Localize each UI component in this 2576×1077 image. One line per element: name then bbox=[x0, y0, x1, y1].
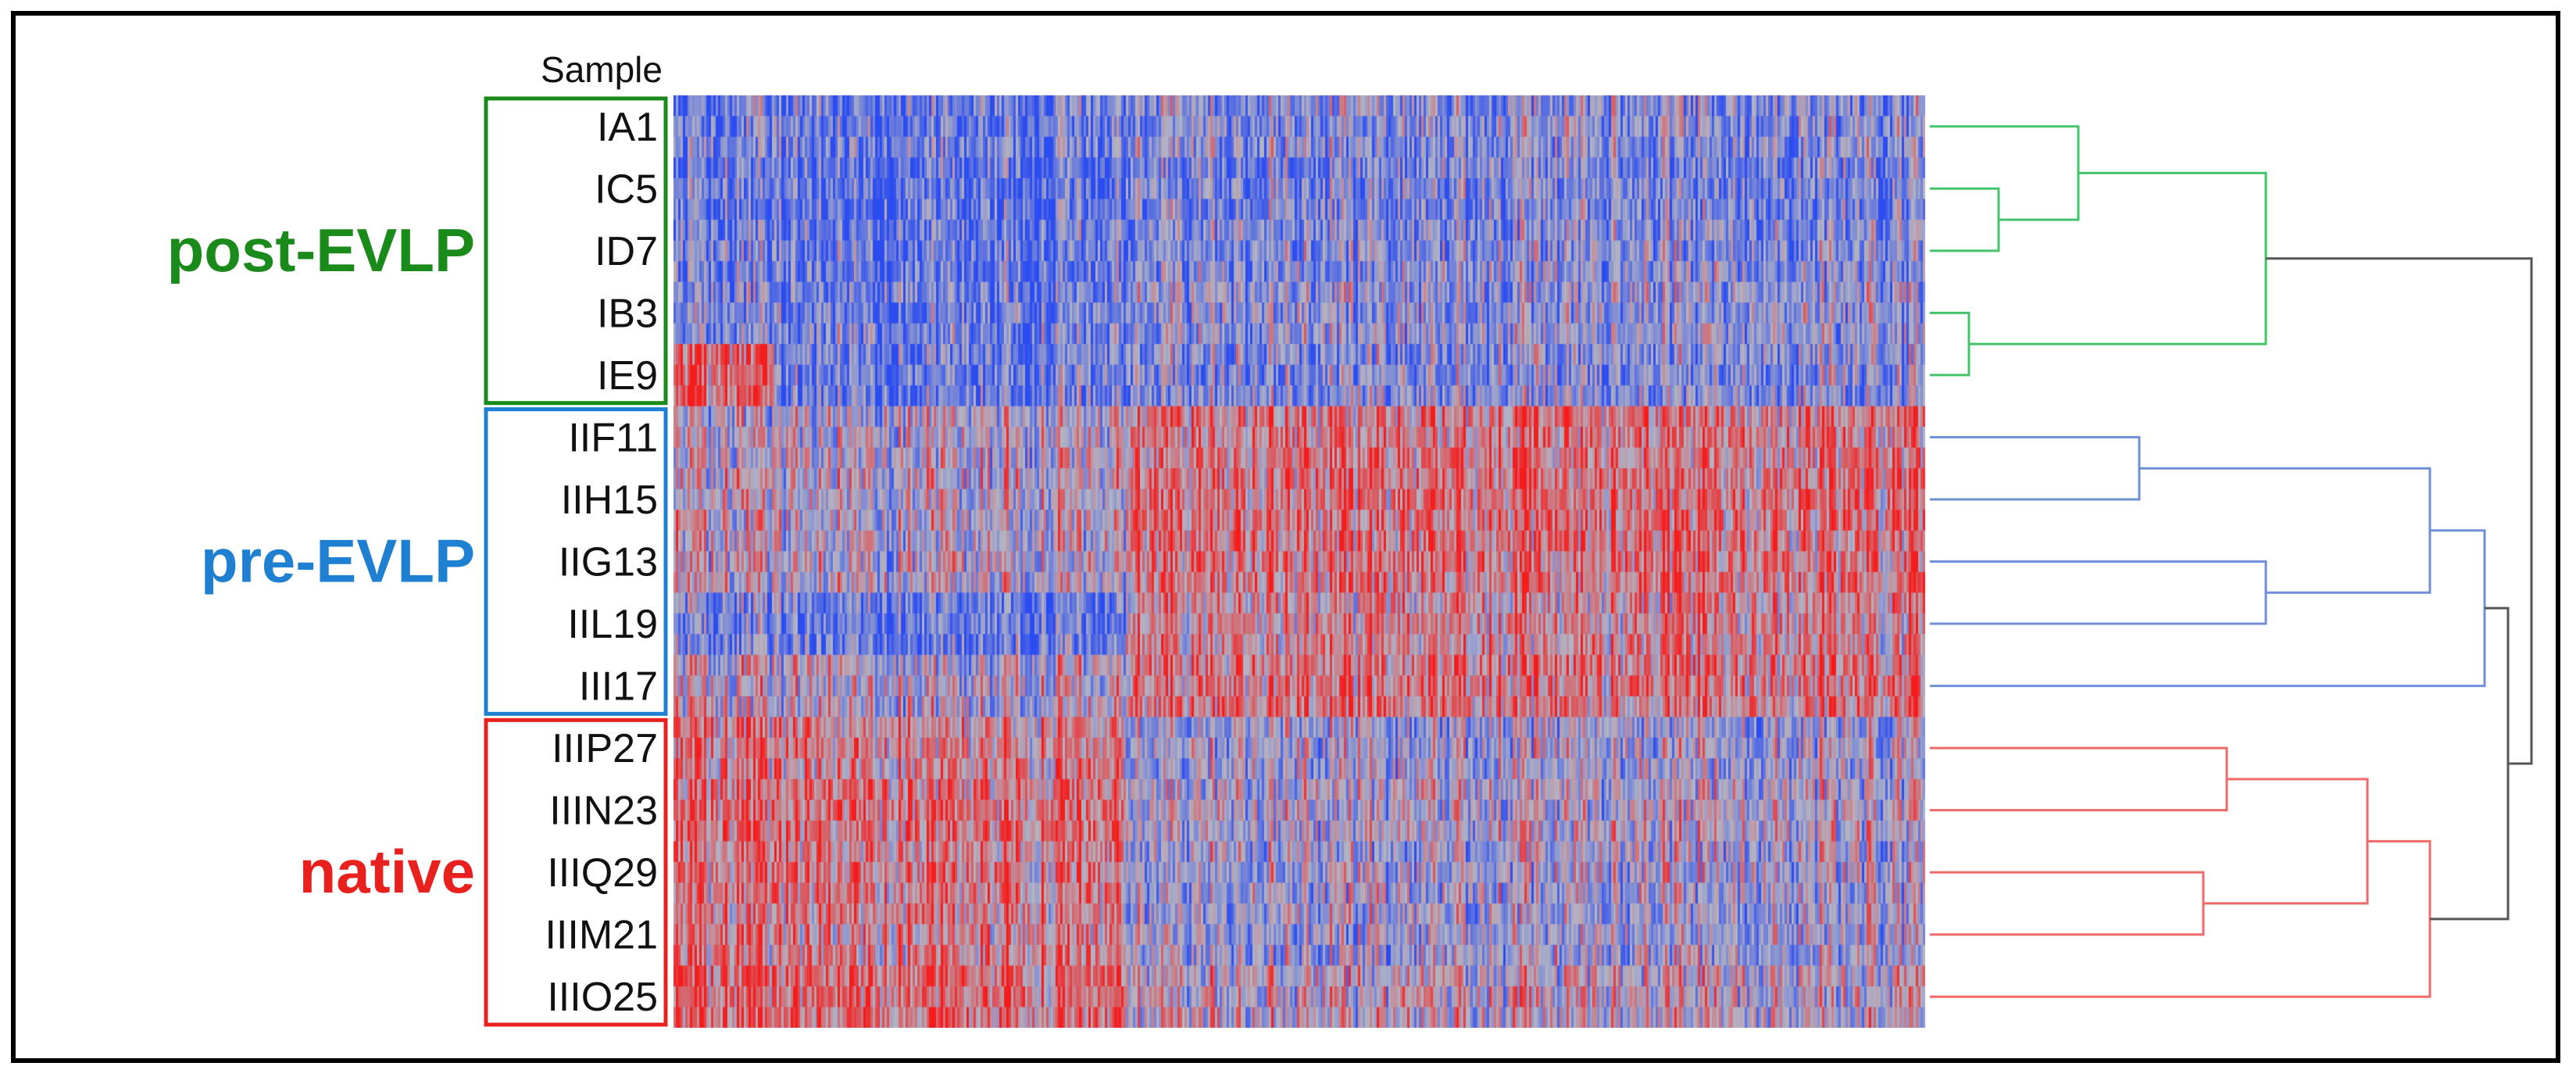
group-box bbox=[484, 407, 668, 716]
dendrogram-link bbox=[1930, 746, 2228, 812]
group-label: post-EVLP bbox=[167, 216, 475, 284]
row-label: IIIP27 bbox=[552, 726, 658, 771]
dendrogram-link bbox=[1930, 871, 2205, 936]
dendrogram-link bbox=[1930, 839, 2431, 998]
row-label: IIIQ29 bbox=[547, 850, 658, 896]
row-label: IIG13 bbox=[559, 540, 658, 585]
dendrogram-link bbox=[1930, 187, 2000, 252]
row-label: IC5 bbox=[595, 166, 658, 212]
group-label: native bbox=[299, 837, 475, 906]
row-label: IE9 bbox=[597, 353, 658, 399]
row-label: ID7 bbox=[595, 229, 658, 274]
dendrogram-link bbox=[1930, 435, 2141, 501]
row-label: IIIN23 bbox=[549, 789, 658, 834]
dendrogram-link bbox=[1930, 311, 1970, 377]
figure-frame bbox=[11, 11, 2560, 1063]
row-label: IIH15 bbox=[561, 478, 658, 523]
group-label: pre-EVLP bbox=[201, 527, 475, 596]
dendrogram-root-link bbox=[2266, 257, 2533, 765]
dendrogram-link bbox=[2430, 606, 2510, 921]
row-label: IB3 bbox=[597, 291, 658, 336]
row-label: IIIO25 bbox=[547, 975, 658, 1020]
heatmap-grid bbox=[673, 95, 1927, 1028]
row-label: IIF11 bbox=[568, 415, 658, 460]
dendrogram-link bbox=[2139, 467, 2431, 594]
group-box bbox=[484, 96, 668, 406]
dendrogram-link bbox=[1969, 171, 2267, 345]
dendrogram-link bbox=[1930, 125, 2080, 221]
dendrogram-link bbox=[1930, 560, 2267, 625]
row-label: III17 bbox=[579, 664, 658, 710]
dendrogram-link bbox=[1930, 529, 2486, 688]
group-box bbox=[484, 717, 668, 1027]
column-header-label: Sample bbox=[541, 49, 663, 90]
row-label: IIIM21 bbox=[545, 913, 659, 958]
row-label: IIL19 bbox=[567, 602, 658, 647]
row-label: IA1 bbox=[597, 105, 658, 150]
